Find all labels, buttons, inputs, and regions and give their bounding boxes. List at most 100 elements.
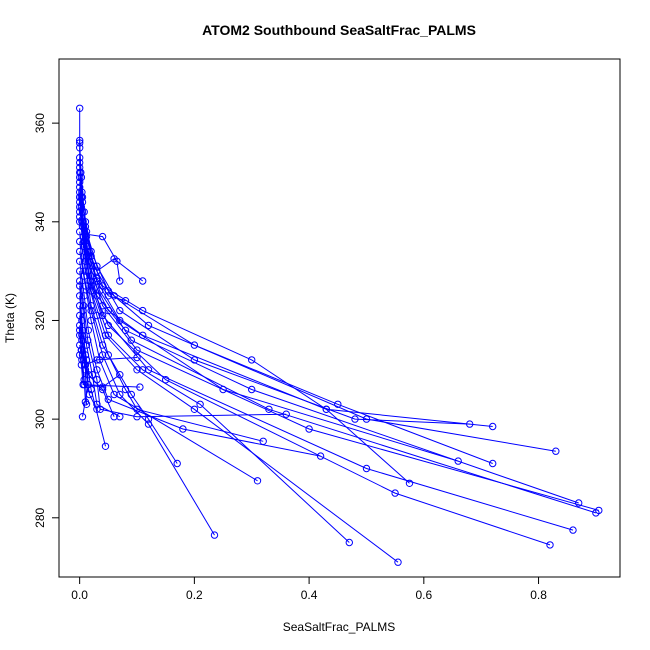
- x-tick-label: 0.8: [530, 588, 547, 602]
- profile-line-17: [79, 251, 258, 482]
- data-point-8-6: [305, 425, 313, 433]
- data-point-15-4: [104, 351, 113, 359]
- data-point-7-1: [76, 173, 84, 182]
- y-tick-label: 360: [33, 113, 47, 133]
- data-point-9-6: [248, 385, 256, 394]
- profile-line-27: [79, 335, 138, 366]
- data-point-12-3: [87, 282, 95, 290]
- data-point-4-7: [351, 415, 359, 423]
- x-axis-label: SeaSaltFrac_PALMS: [283, 620, 396, 634]
- data-point-23-5: [93, 405, 101, 413]
- data-point-12-7: [345, 538, 353, 547]
- data-point-3-7: [362, 415, 371, 423]
- data-point-22-4: [87, 385, 95, 394]
- data-point-1-9: [248, 356, 256, 364]
- data-point-27-4: [93, 356, 101, 364]
- data-point-2-6: [110, 292, 118, 300]
- data-point-2-1: [76, 136, 84, 145]
- data-point-10-6: [362, 464, 371, 473]
- data-point-18-5: [104, 395, 113, 404]
- data-point-20-5: [93, 400, 101, 408]
- data-point-21-2: [78, 316, 86, 325]
- data-point-9-5: [121, 326, 130, 334]
- data-point-17-6: [253, 477, 262, 485]
- data-point-32-5: [121, 297, 130, 305]
- data-point-30-1: [76, 193, 84, 201]
- data-point-15-5: [121, 385, 130, 394]
- data-point-9-2: [78, 218, 86, 226]
- data-point-17-5: [110, 390, 118, 399]
- data-point-16-3: [87, 306, 95, 315]
- data-point-16-1: [76, 237, 84, 246]
- data-point-10-3: [84, 267, 93, 275]
- data-point-3-6: [144, 321, 153, 330]
- data-point-2-8: [334, 400, 342, 408]
- data-point-18-7: [316, 452, 325, 460]
- x-tick-label: 0.4: [301, 588, 318, 602]
- data-point-14-1: [76, 213, 84, 221]
- data-point-19-3: [84, 336, 92, 344]
- data-point-12-1: [76, 198, 84, 206]
- data-point-22-3: [82, 356, 91, 364]
- data-point-29-2: [77, 361, 86, 369]
- data-point-5-5: [116, 316, 124, 325]
- data-point-23-2: [78, 331, 86, 339]
- x-tick-label: 0.0: [71, 588, 88, 602]
- data-point-13-2: [80, 242, 88, 251]
- data-point-31-4: [110, 255, 118, 263]
- data-point-26-4: [98, 385, 107, 394]
- data-point-31-5: [139, 277, 147, 285]
- data-point-20-2: [79, 306, 87, 315]
- data-point-4-2: [78, 188, 86, 196]
- x-tick-label: 0.6: [415, 588, 432, 602]
- data-point-1-3: [76, 163, 84, 172]
- data-point-20-1: [76, 277, 84, 285]
- data-point-25-3: [80, 376, 88, 384]
- data-point-14-6: [144, 415, 153, 423]
- data-point-6-6: [139, 331, 147, 339]
- profile-line-30: [79, 197, 121, 282]
- data-point-13-5: [133, 366, 141, 374]
- data-point-11-3: [86, 277, 94, 285]
- data-point-19-6: [133, 413, 141, 421]
- data-point-18-4: [93, 366, 101, 374]
- profile-line-29: [79, 354, 140, 388]
- data-point-19-7: [282, 410, 290, 418]
- data-point-30-5: [116, 277, 124, 285]
- data-point-17-1: [76, 247, 84, 256]
- data-point-7-3: [84, 247, 92, 256]
- data-point-13-1: [76, 203, 84, 211]
- x-tick-label: 0.2: [186, 588, 203, 602]
- data-point-10-5: [144, 366, 153, 374]
- data-point-27-3: [81, 361, 90, 369]
- data-point-19-1: [76, 267, 84, 275]
- data-point-16-2: [80, 272, 88, 280]
- data-point-20-6: [116, 413, 124, 421]
- data-point-22-1: [76, 292, 84, 300]
- data-point-19-2: [80, 302, 88, 310]
- data-point-25-1: [76, 321, 84, 330]
- data-point-16-5: [116, 390, 124, 399]
- data-point-29-1: [76, 351, 84, 359]
- data-point-15-3: [93, 311, 101, 320]
- data-point-14-5: [127, 390, 136, 399]
- data-point-1-1: [76, 104, 84, 113]
- data-point-28-4: [98, 383, 107, 391]
- data-point-26-1: [76, 326, 84, 334]
- data-point-30-3: [98, 232, 107, 241]
- data-point-5-7: [454, 457, 462, 465]
- y-axis: 280 300 320 340 360: [33, 113, 60, 528]
- data-point-4-1: [76, 154, 84, 162]
- data-point-3-8: [552, 447, 560, 455]
- data-points: [76, 104, 603, 566]
- data-point-21-3: [81, 351, 90, 359]
- profile-line-18: [79, 261, 321, 457]
- data-point-23-1: [76, 302, 84, 310]
- data-point-12-4: [104, 331, 113, 339]
- data-point-31-3: [93, 267, 101, 275]
- data-point-9-7: [575, 499, 583, 507]
- data-point-20-4: [88, 371, 97, 379]
- data-point-4-6: [190, 356, 199, 364]
